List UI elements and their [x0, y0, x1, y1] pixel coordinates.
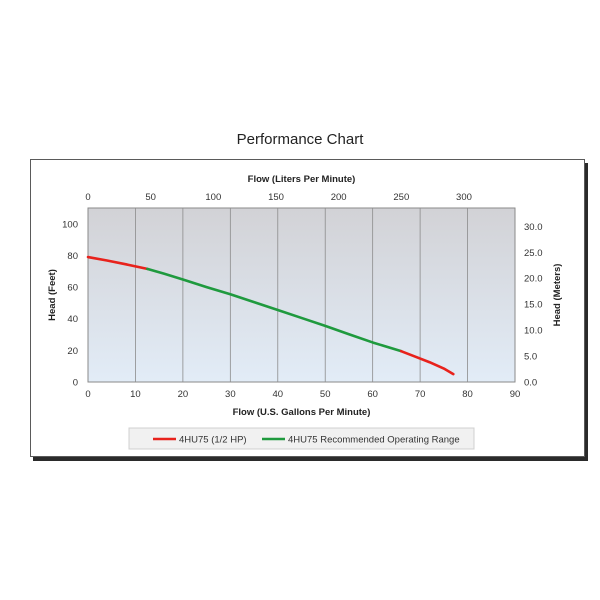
y2-tick-label: 0.0 — [524, 378, 537, 389]
y2-axis-title: Head (Meters) — [552, 264, 563, 327]
x-tick-label: 80 — [462, 389, 473, 400]
x2-axis-title: Flow (Liters Per Minute) — [248, 174, 356, 185]
chart-frame: 0 10 20 30 40 50 60 70 80 90 0 20 40 60 80 100 0 50 100 150… — [30, 159, 585, 457]
legend-label-red: 4HU75 (1/2 HP) — [179, 435, 247, 446]
x2-tick-label: 100 — [205, 192, 221, 203]
y-tick-label: 100 — [62, 219, 78, 230]
x2-tick-label: 300 — [456, 192, 472, 203]
x-axis-title: Flow (U.S. Gallons Per Minute) — [233, 407, 371, 418]
y-axis-title: Head (Feet) — [47, 269, 58, 321]
series-red-head — [86, 255, 149, 271]
y2-tick-label: 15.0 — [524, 300, 543, 311]
x-tick-label: 0 — [85, 389, 90, 400]
legend: 4HU75 (1/2 HP) 4HU75 Recommended Operati… — [128, 427, 475, 450]
x-tick-label: 40 — [272, 389, 283, 400]
legend-box — [128, 427, 475, 450]
series-red-tail — [399, 349, 455, 376]
series-green-operating-range — [146, 267, 403, 353]
y2-tick-label: 5.0 — [524, 352, 537, 363]
page-title: Performance Chart — [236, 131, 364, 148]
y2-tick-label: 30.0 — [524, 222, 543, 233]
y2-tick-label: 20.0 — [524, 274, 543, 285]
plot-area — [87, 207, 516, 383]
x2-tick-label: 200 — [331, 192, 347, 203]
tick-labels: 0 10 20 30 40 50 60 70 80 90 0 20 40 60 80 100 0 50 100 150… — [62, 192, 542, 400]
x-tick-label: 10 — [130, 389, 141, 400]
x2-tick-label: 50 — [145, 192, 156, 203]
performance-chart: 0 10 20 30 40 50 60 70 80 90 0 20 40 60 80 100 0 50 100 150… — [47, 174, 563, 450]
x-tick-label: 60 — [367, 389, 378, 400]
y-tick-label: 0 — [73, 378, 78, 389]
x-tick-label: 20 — [178, 389, 189, 400]
legend-label-green: 4HU75 Recommended Operating Range — [288, 435, 460, 446]
x2-tick-label: 0 — [85, 192, 90, 203]
y-tick-label: 40 — [67, 314, 78, 325]
y2-tick-label: 25.0 — [524, 248, 543, 259]
x-tick-label: 30 — [225, 389, 236, 400]
y-tick-label: 60 — [67, 283, 78, 294]
y-tick-label: 80 — [67, 251, 78, 262]
series-lines — [86, 255, 455, 376]
x2-tick-label: 150 — [268, 192, 284, 203]
y-tick-label: 20 — [67, 346, 78, 357]
y2-tick-label: 10.0 — [524, 326, 543, 337]
x-tick-label: 90 — [510, 389, 521, 400]
x2-tick-label: 250 — [393, 192, 409, 203]
x-tick-label: 50 — [320, 389, 331, 400]
x-tick-label: 70 — [415, 389, 426, 400]
